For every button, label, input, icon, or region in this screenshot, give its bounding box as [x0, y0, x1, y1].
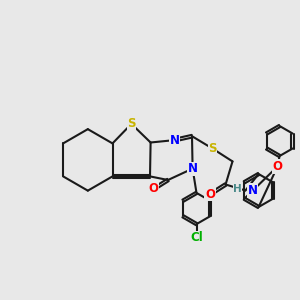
- Text: S: S: [127, 117, 136, 130]
- Text: Cl: Cl: [190, 231, 203, 244]
- Text: N: N: [248, 184, 258, 197]
- Text: O: O: [148, 182, 159, 196]
- Text: O: O: [272, 160, 283, 173]
- Text: H: H: [233, 184, 242, 194]
- Text: N: N: [169, 134, 180, 147]
- Text: O: O: [205, 188, 215, 201]
- Text: N: N: [188, 162, 198, 175]
- Text: S: S: [208, 142, 217, 155]
